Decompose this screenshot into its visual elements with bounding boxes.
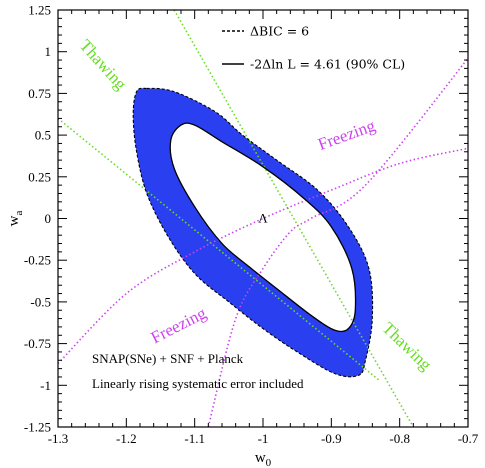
x-tick-label-4: -0.9 bbox=[321, 431, 342, 446]
x-tick-label-6: -0.7 bbox=[458, 431, 479, 446]
y-tick-label-8: 0.75 bbox=[28, 86, 51, 101]
legend-label-0: ΔBIC = 6 bbox=[250, 24, 309, 39]
bic-region-outline bbox=[132, 87, 374, 378]
outline-layer bbox=[132, 87, 374, 378]
curve-label-freezing-2: Freezing bbox=[148, 303, 210, 347]
x-axis-label-sub: 0 bbox=[266, 457, 272, 468]
y-tick-label-7: 0.5 bbox=[35, 128, 51, 143]
boundary-curve-thawing-1 bbox=[58, 117, 380, 381]
ticks-layer bbox=[57, 9, 469, 428]
x-tick-label-2: -1.1 bbox=[184, 431, 205, 446]
y-tick-label-6: 0.25 bbox=[28, 169, 51, 184]
annotation-0: SNAP(SNe) + SNF + Planck bbox=[92, 351, 244, 366]
y-tick-label-9: 1 bbox=[45, 44, 52, 59]
x-axis-label: w0 bbox=[255, 450, 272, 468]
fiducial-lambda-label: Λ bbox=[258, 211, 268, 226]
y-tick-label-2: -0.75 bbox=[24, 336, 51, 351]
boundary-curves-layer bbox=[58, 10, 468, 427]
curve-label-thawing-3: Thawing bbox=[379, 318, 436, 374]
y-axis-label-sub: a bbox=[13, 211, 25, 216]
annotation-1: Linearly rising systematic error include… bbox=[92, 376, 304, 391]
legend-label-1: -2Δln L = 4.61 (90% CL) bbox=[250, 57, 405, 72]
boundary-curve-thawing-0 bbox=[173, 10, 415, 427]
y-tick-label-0: -1.25 bbox=[24, 420, 51, 435]
cl-ellipse-outline bbox=[169, 122, 357, 333]
y-tick-label-3: -0.5 bbox=[30, 294, 51, 309]
boundary-curve-freezing-3 bbox=[207, 57, 468, 427]
y-tick-label-10: 1.25 bbox=[28, 3, 51, 18]
x-tick-label-1: -1.2 bbox=[116, 431, 137, 446]
y-tick-label-1: -1 bbox=[40, 378, 51, 393]
y-tick-label-4: -0.25 bbox=[24, 253, 51, 268]
x-tick-label-0: -1.3 bbox=[48, 431, 69, 446]
y-axis-label: wa bbox=[6, 211, 25, 227]
x-tick-label-3: -1 bbox=[258, 431, 269, 446]
curve-label-freezing-1: Freezing bbox=[315, 116, 378, 154]
y-tick-label-5: 0 bbox=[45, 211, 52, 226]
curve-label-thawing-0: Thawing bbox=[76, 36, 131, 94]
x-tick-label-5: -0.8 bbox=[389, 431, 410, 446]
